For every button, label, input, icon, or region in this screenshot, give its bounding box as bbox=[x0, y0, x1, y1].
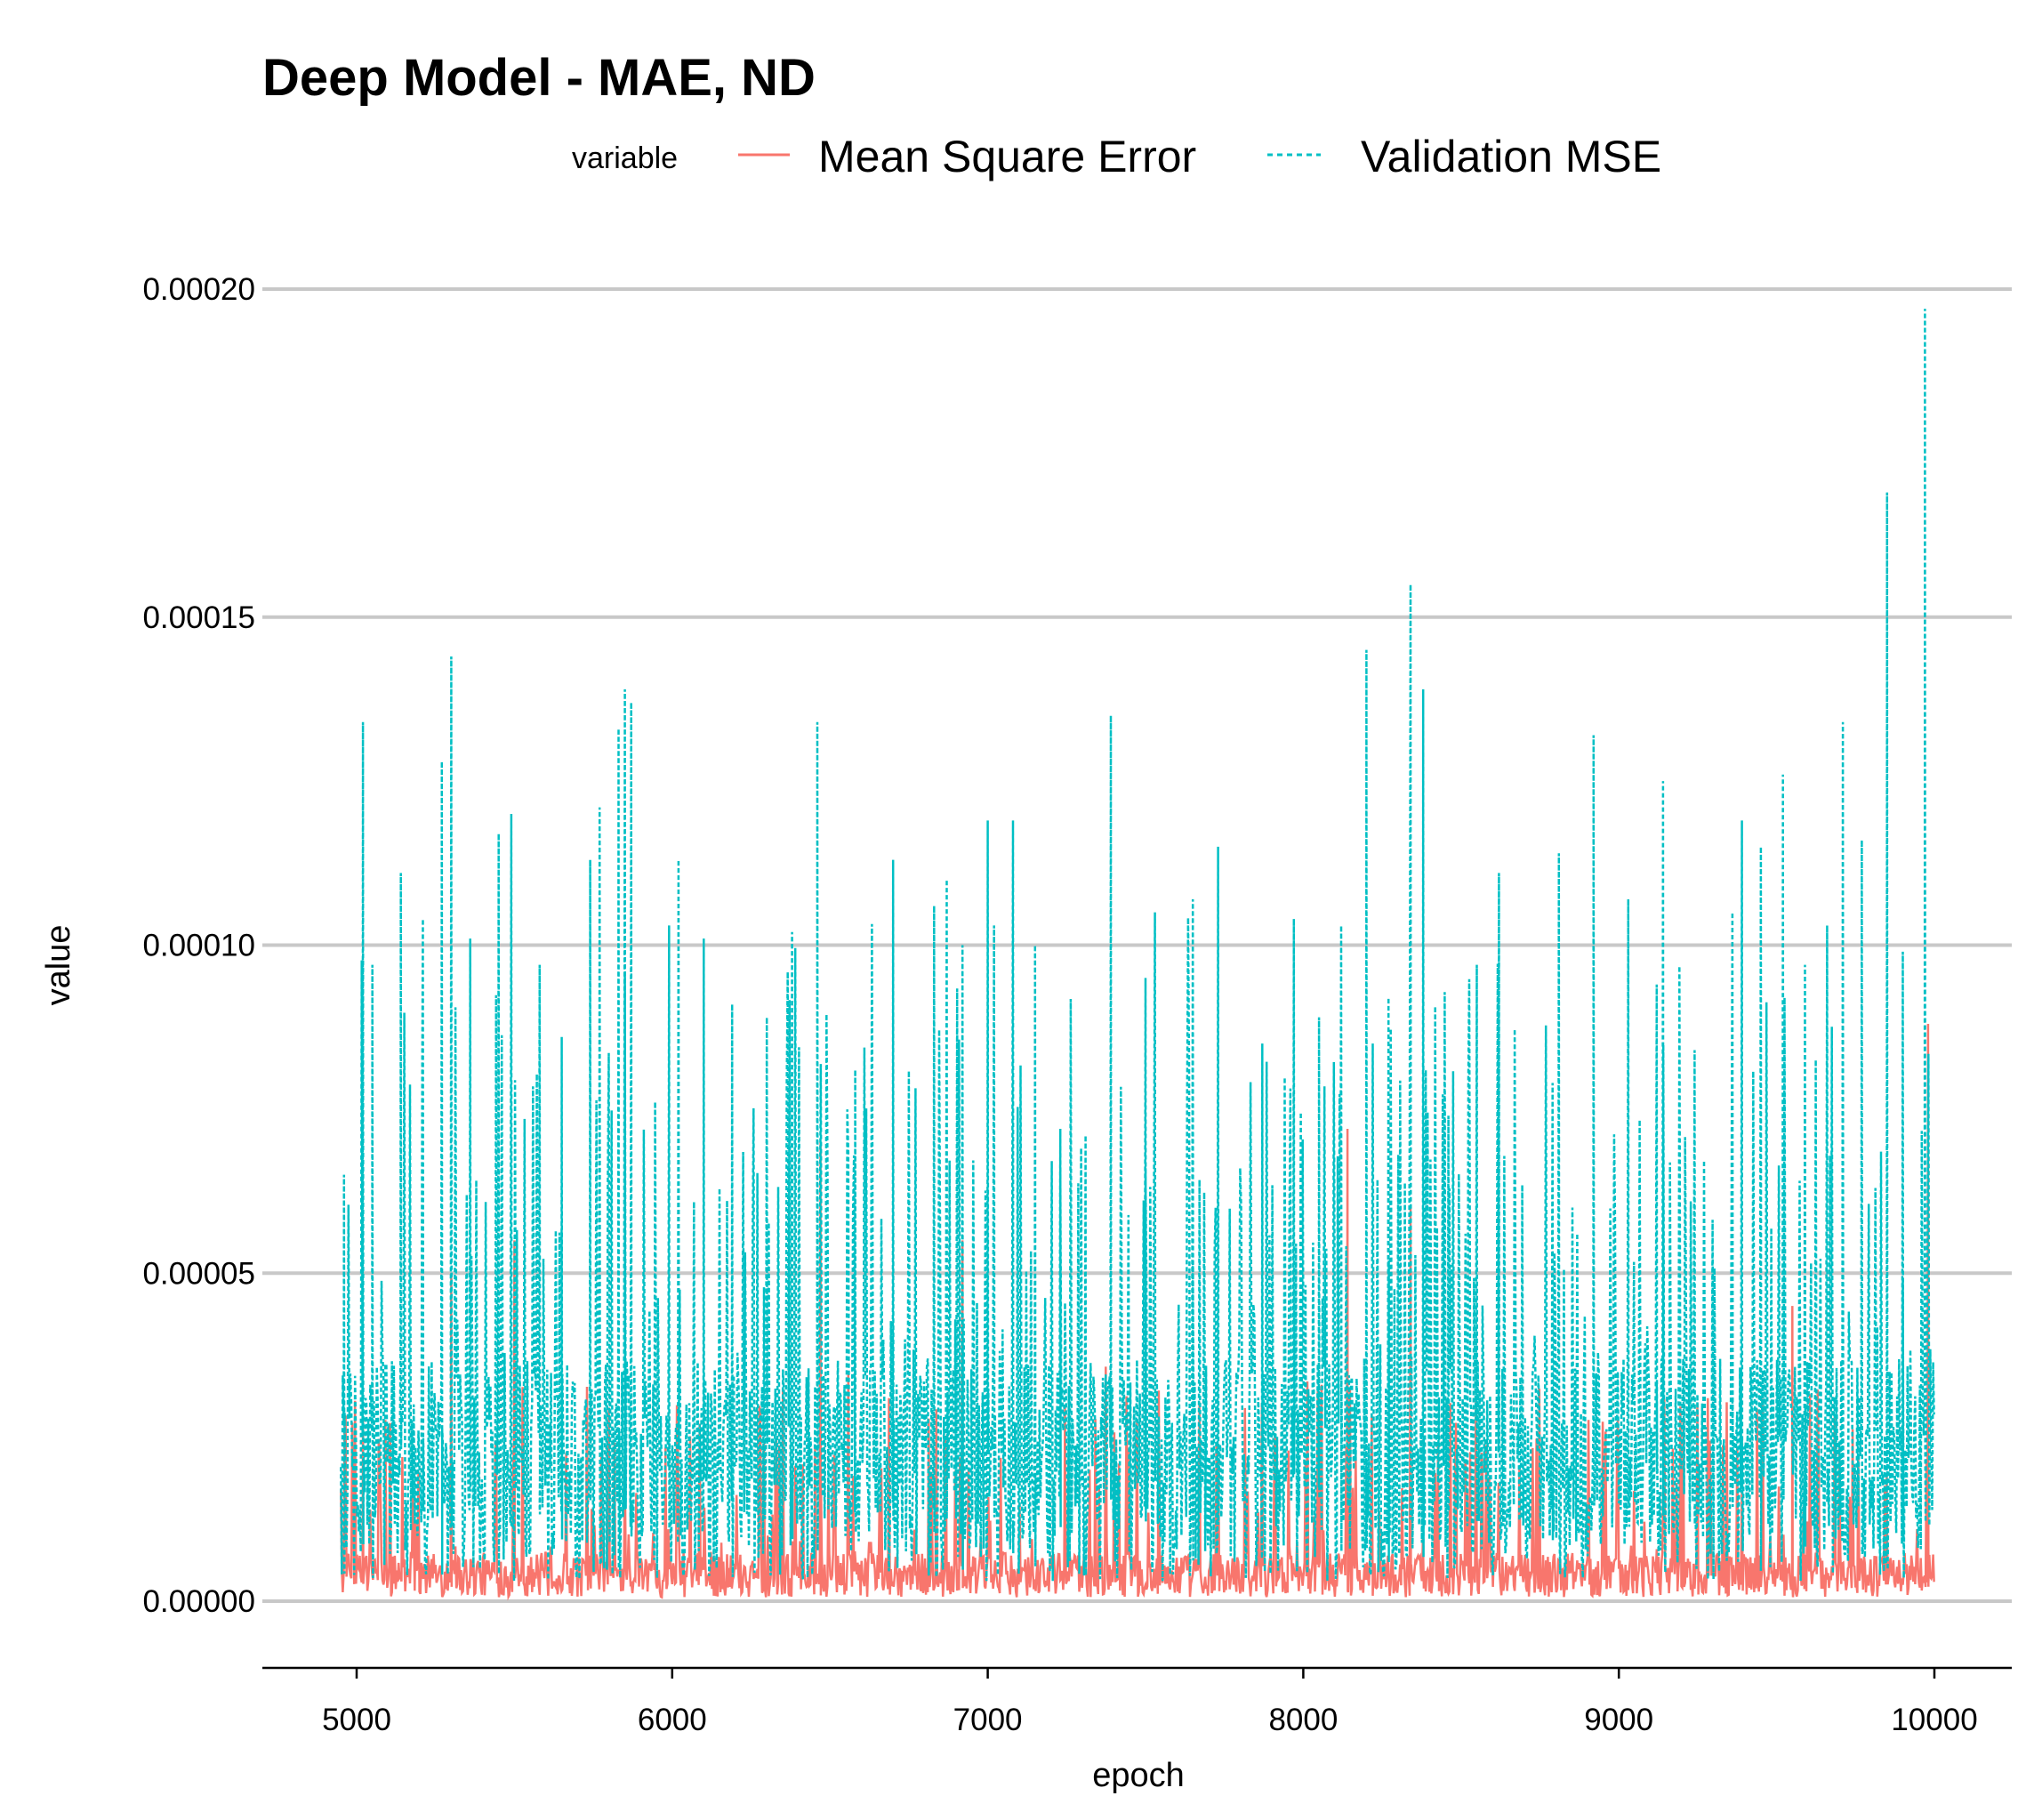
y-tick-label: 0.00000 bbox=[142, 1584, 255, 1619]
y-tick-label: 0.00020 bbox=[142, 272, 255, 307]
x-tick-label: 8000 bbox=[1268, 1703, 1338, 1737]
x-tick-label: 6000 bbox=[638, 1703, 707, 1737]
x-tick-label: 10000 bbox=[1891, 1703, 1977, 1737]
x-axis-title: epoch bbox=[1092, 1757, 1185, 1794]
y-tick-label: 0.00010 bbox=[142, 929, 255, 963]
legend-label-validation-mse: Validation MSE bbox=[1361, 132, 1661, 181]
x-ticks bbox=[355, 1668, 1936, 1679]
legend-label-mean-square-error: Mean Square Error bbox=[818, 132, 1196, 181]
x-tick-label: 5000 bbox=[322, 1703, 391, 1737]
plot-series bbox=[340, 309, 1935, 1601]
x-tick-label: 7000 bbox=[953, 1703, 1023, 1737]
y-tick-labels: 0.00000 0.00005 0.00010 0.00015 0.00020 bbox=[142, 272, 255, 1619]
x-tick-labels: 5000 6000 7000 8000 9000 10000 bbox=[322, 1703, 1978, 1737]
series-line-validation-mse bbox=[340, 309, 1935, 1582]
y-tick-label: 0.00005 bbox=[142, 1256, 255, 1291]
y-tick-label: 0.00015 bbox=[142, 600, 255, 635]
x-tick-label: 9000 bbox=[1584, 1703, 1653, 1737]
series-line-mean-square-error bbox=[340, 1023, 1935, 1601]
chart-title: Deep Model - MAE, ND bbox=[262, 49, 816, 107]
grid-lines bbox=[262, 287, 2012, 1603]
legend: variable Mean Square Error Validation MS… bbox=[572, 132, 1661, 181]
y-axis-title: value bbox=[40, 925, 77, 1006]
legend-title: variable bbox=[572, 141, 678, 175]
